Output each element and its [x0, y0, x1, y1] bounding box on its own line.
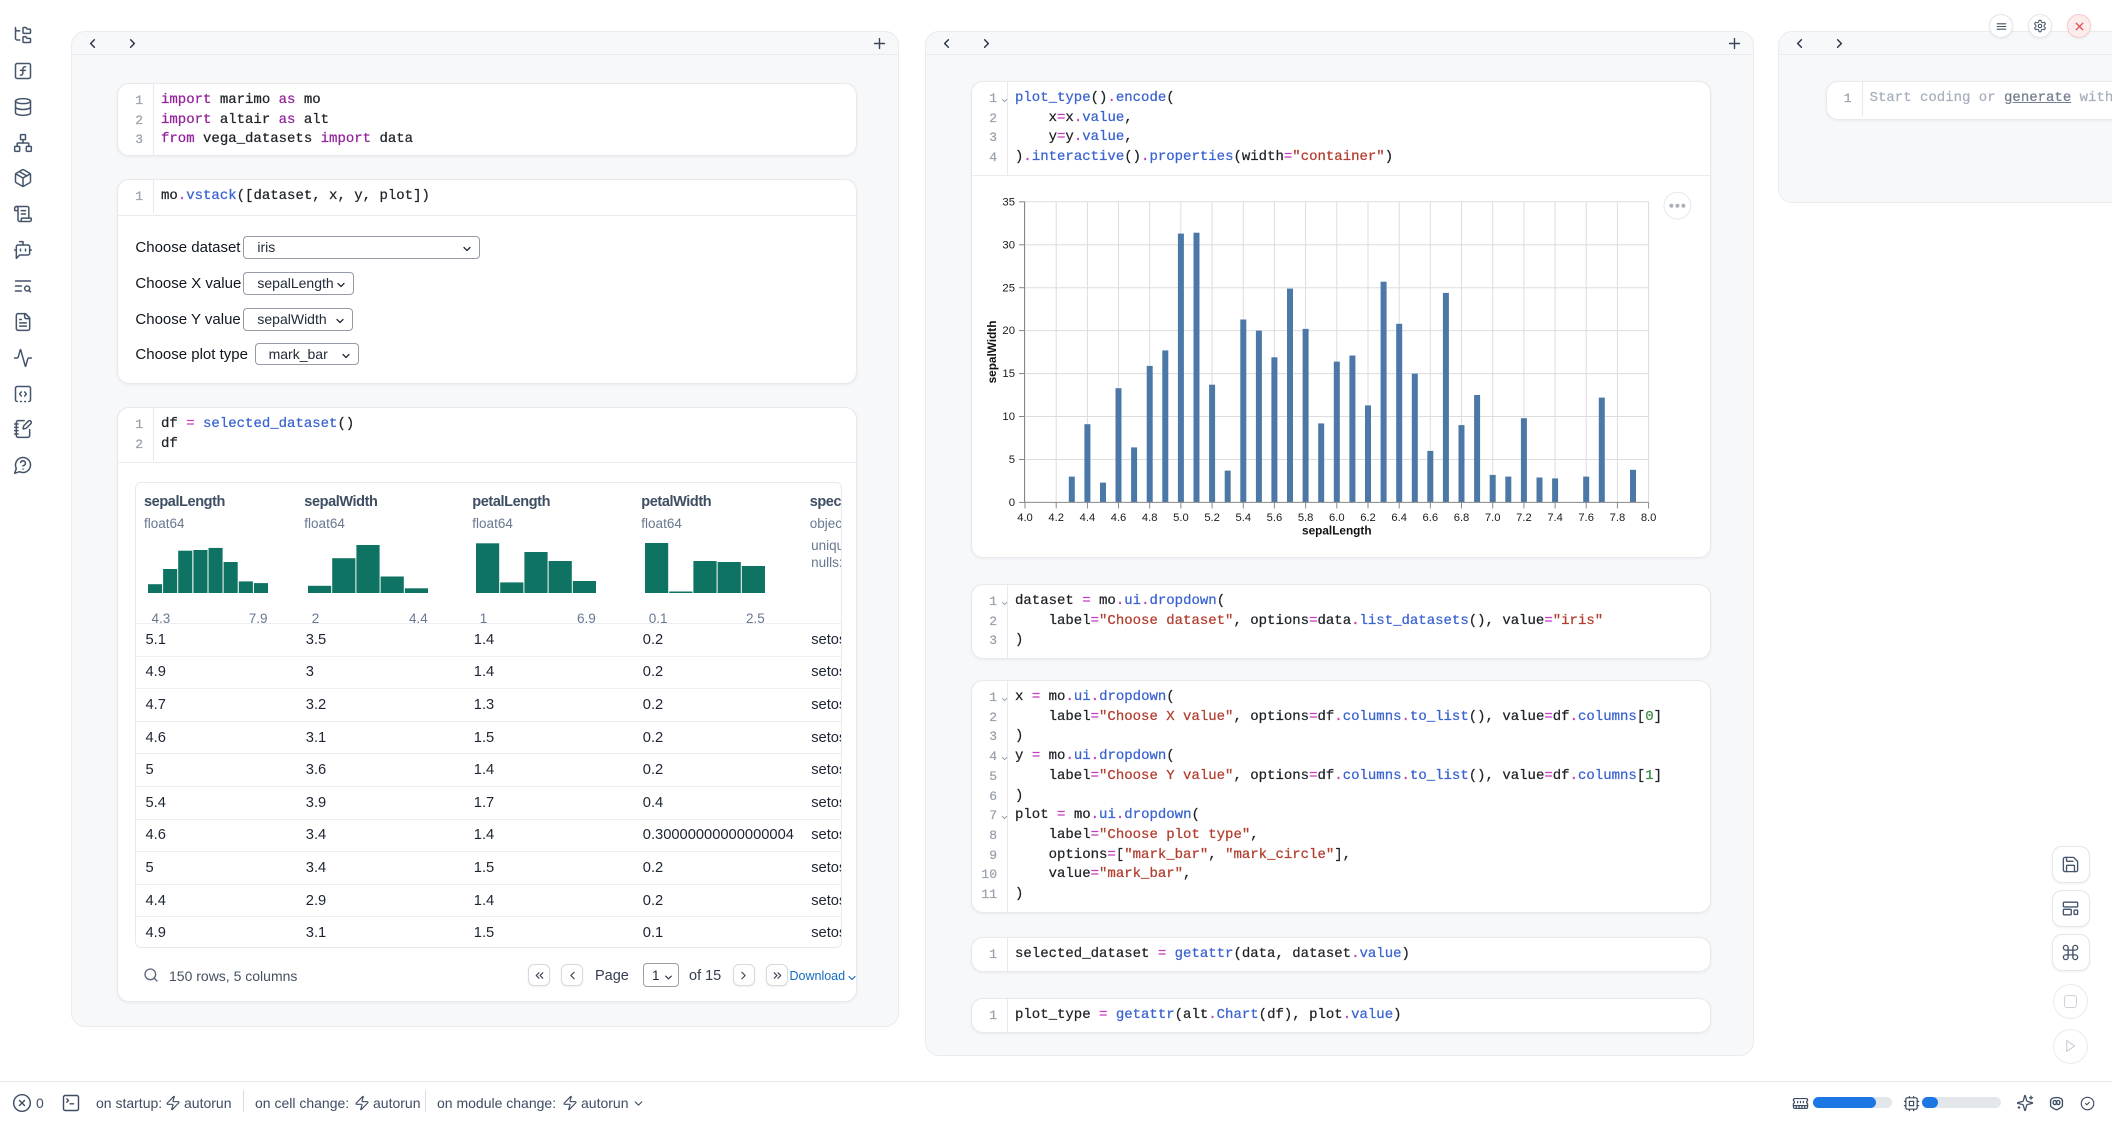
svg-text:6.0: 6.0 — [1329, 512, 1345, 524]
svg-text:30: 30 — [1002, 239, 1015, 251]
svg-text:4.8: 4.8 — [1142, 512, 1158, 524]
svg-text:8.0: 8.0 — [1641, 512, 1657, 524]
svg-text:7.2: 7.2 — [1516, 512, 1532, 524]
svg-text:4.4: 4.4 — [1080, 512, 1096, 524]
svg-text:5.0: 5.0 — [1173, 512, 1189, 524]
svg-text:5.2: 5.2 — [1204, 512, 1220, 524]
svg-text:4.0: 4.0 — [1017, 512, 1033, 524]
svg-text:6.4: 6.4 — [1391, 512, 1407, 524]
svg-text:sepalLength: sepalLength — [1302, 524, 1371, 538]
svg-text:35: 35 — [1002, 196, 1015, 208]
svg-text:5: 5 — [1009, 454, 1015, 466]
svg-text:5.4: 5.4 — [1236, 512, 1252, 524]
svg-text:20: 20 — [1002, 325, 1015, 337]
svg-text:5.8: 5.8 — [1298, 512, 1314, 524]
svg-text:4.6: 4.6 — [1111, 512, 1127, 524]
svg-text:25: 25 — [1002, 282, 1015, 294]
svg-text:6.2: 6.2 — [1360, 512, 1376, 524]
svg-text:4.2: 4.2 — [1048, 512, 1064, 524]
svg-text:sepalWidth: sepalWidth — [985, 321, 999, 384]
svg-text:6.6: 6.6 — [1423, 512, 1439, 524]
svg-text:7.0: 7.0 — [1485, 512, 1501, 524]
svg-text:7.4: 7.4 — [1547, 512, 1563, 524]
svg-text:15: 15 — [1002, 368, 1015, 380]
svg-text:6.8: 6.8 — [1454, 512, 1470, 524]
svg-text:5.6: 5.6 — [1267, 512, 1283, 524]
svg-text:0: 0 — [1009, 497, 1015, 509]
svg-text:10: 10 — [1002, 411, 1015, 423]
svg-text:7.8: 7.8 — [1610, 512, 1626, 524]
svg-text:7.6: 7.6 — [1578, 512, 1594, 524]
